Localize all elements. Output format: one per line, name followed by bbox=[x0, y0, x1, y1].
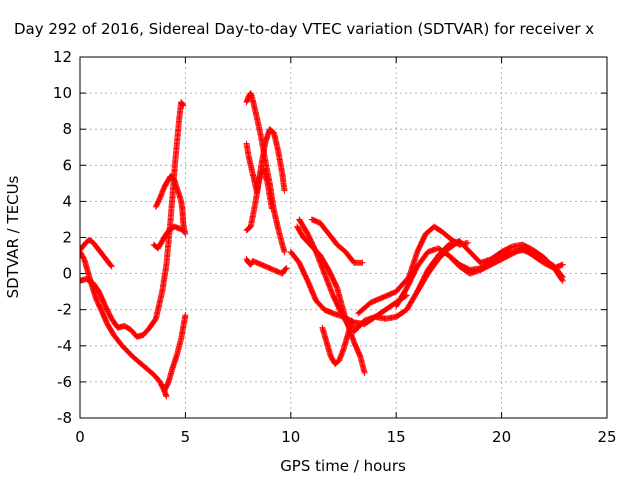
series-trace bbox=[356, 224, 470, 316]
tick-labels: 0 5 10 15 20 25 -8 -6 -4 -2 0 2 4 6 8 10 12 bbox=[53, 48, 617, 446]
y-tick-label: 8 bbox=[62, 120, 72, 138]
series-trace bbox=[80, 237, 114, 269]
series-trace bbox=[296, 217, 361, 331]
series-trace bbox=[151, 224, 186, 251]
grid bbox=[80, 57, 607, 418]
series-track-j bbox=[243, 256, 290, 277]
series-track-d bbox=[152, 173, 189, 237]
series-track-s bbox=[414, 238, 566, 295]
series-trace bbox=[161, 313, 189, 393]
series-trace bbox=[80, 250, 169, 399]
series-trace bbox=[309, 216, 365, 266]
y-axis-label: SDTVAR / TECUs bbox=[4, 175, 22, 298]
y-tick-label: 6 bbox=[62, 156, 72, 174]
x-axis-label: GPS time / hours bbox=[280, 457, 406, 475]
x-tick-label: 20 bbox=[492, 428, 511, 446]
data-point bbox=[80, 248, 83, 255]
y-tick-label: -6 bbox=[57, 373, 72, 391]
series-track-i bbox=[243, 165, 275, 234]
y-tick-label: 10 bbox=[53, 84, 72, 102]
y-tick-label: -4 bbox=[57, 337, 72, 355]
series-trace bbox=[153, 173, 188, 236]
y-tick-label: -2 bbox=[57, 301, 72, 319]
series-track-b bbox=[80, 248, 170, 400]
series-trace bbox=[244, 167, 275, 233]
series-track-f bbox=[161, 312, 189, 394]
series-trace bbox=[244, 257, 289, 277]
series-track-e bbox=[150, 223, 187, 252]
series-trace bbox=[319, 318, 355, 367]
series-track-n bbox=[319, 317, 355, 367]
y-tick-label: -8 bbox=[57, 409, 72, 427]
x-tick-label: 10 bbox=[281, 428, 300, 446]
y-tick-label: 4 bbox=[62, 192, 72, 210]
series-trace bbox=[446, 245, 565, 277]
series-trace bbox=[80, 100, 186, 340]
series-track-q bbox=[355, 223, 471, 317]
ticks bbox=[79, 56, 608, 419]
chart-title: Day 292 of 2016, Sidereal Day-to-day VTE… bbox=[14, 20, 594, 38]
y-tick-label: 12 bbox=[53, 48, 72, 66]
series-track-t bbox=[445, 245, 566, 277]
series-track-c bbox=[80, 99, 187, 340]
x-tick-label: 0 bbox=[75, 428, 85, 446]
series-track-a bbox=[80, 237, 115, 270]
y-tick-label: 0 bbox=[62, 265, 72, 283]
series-track-m bbox=[308, 216, 366, 266]
x-tick-label: 5 bbox=[181, 428, 191, 446]
x-tick-label: 25 bbox=[597, 428, 616, 446]
x-tick-label: 15 bbox=[387, 428, 406, 446]
data-layer bbox=[80, 90, 566, 400]
y-tick-label: 2 bbox=[62, 229, 72, 247]
data-point bbox=[283, 265, 290, 272]
series-track-l bbox=[296, 216, 362, 331]
